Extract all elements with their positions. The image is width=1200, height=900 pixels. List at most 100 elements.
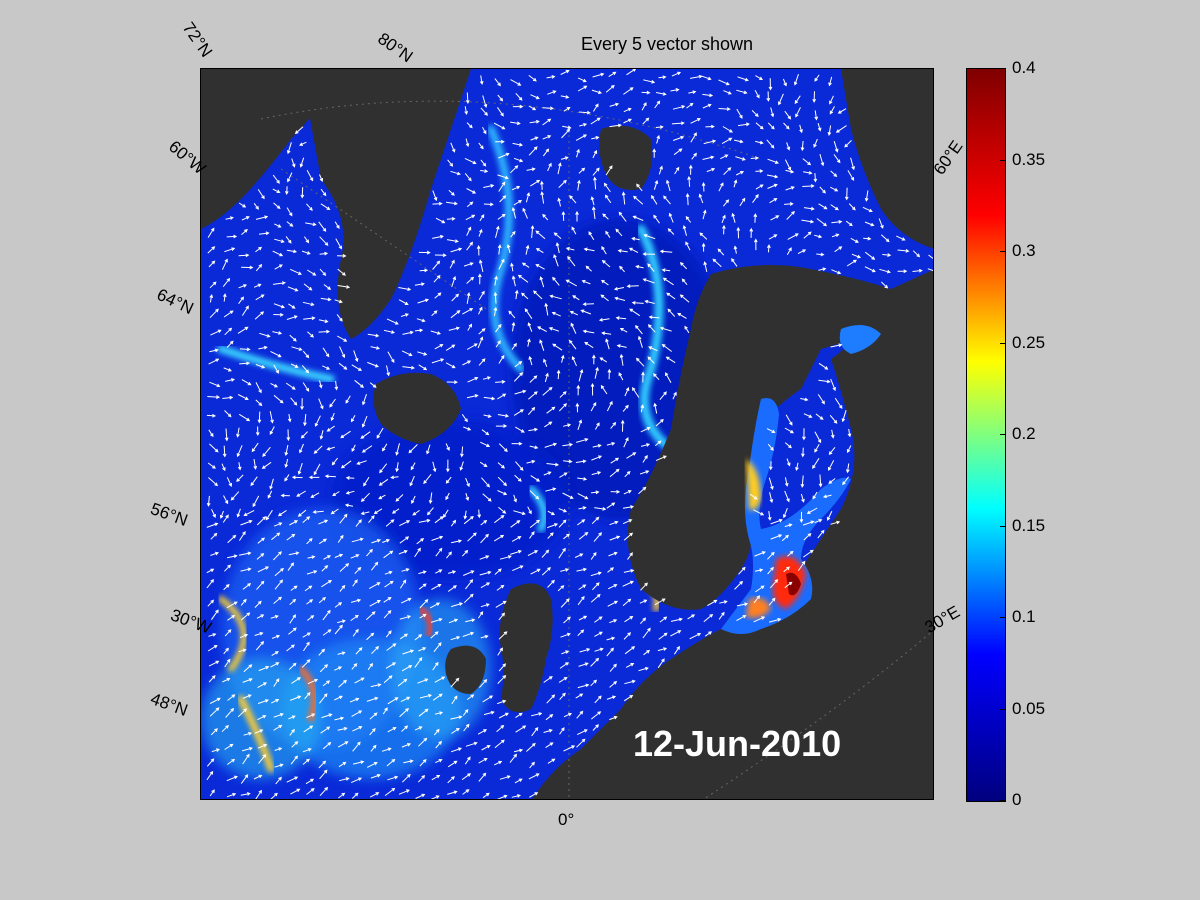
- velocity-arrow: [352, 760, 365, 765]
- colorbar-tick-mark: [1000, 525, 1006, 527]
- velocity-arrow: [339, 346, 346, 359]
- velocity-arrow: [527, 506, 532, 515]
- velocity-arrow: [575, 402, 580, 413]
- velocity-arrow: [238, 296, 245, 304]
- velocity-arrow: [543, 728, 553, 733]
- velocity-arrow: [306, 615, 315, 621]
- velocity-arrow: [770, 215, 780, 221]
- velocity-arrow: [209, 293, 214, 303]
- velocity-arrow: [514, 474, 522, 482]
- velocity-arrow: [497, 647, 503, 656]
- velocity-arrow: [535, 264, 545, 270]
- velocity-arrow: [255, 215, 269, 220]
- velocity-arrow: [679, 261, 688, 270]
- velocity-arrow: [912, 268, 923, 273]
- velocity-arrow: [269, 478, 274, 490]
- current-speed-map: [201, 69, 933, 799]
- velocity-arrow: [601, 259, 611, 268]
- velocity-arrow: [210, 609, 219, 620]
- velocity-arrow: [210, 532, 218, 540]
- velocity-arrow: [782, 78, 787, 87]
- velocity-arrow: [530, 712, 543, 717]
- velocity-arrow: [828, 478, 836, 484]
- map-panel[interactable]: 12-Jun-2010: [200, 68, 934, 800]
- velocity-arrow: [498, 258, 505, 270]
- velocity-arrow: [480, 169, 489, 173]
- velocity-arrow: [318, 221, 327, 232]
- velocity-arrow: [434, 292, 442, 299]
- velocity-arrow: [689, 633, 702, 640]
- velocity-arrow: [482, 376, 492, 380]
- velocity-arrow: [592, 72, 605, 78]
- velocity-arrow: [385, 662, 397, 669]
- velocity-arrow: [370, 744, 377, 752]
- velocity-arrow: [286, 142, 292, 155]
- velocity-arrow: [498, 631, 508, 640]
- velocity-arrow: [254, 729, 264, 734]
- velocity-arrow: [560, 354, 565, 363]
- velocity-arrow: [289, 598, 297, 605]
- velocity-arrow: [270, 382, 279, 388]
- velocity-arrow: [591, 455, 603, 461]
- velocity-arrow: [284, 186, 289, 195]
- velocity-arrow: [565, 279, 578, 287]
- velocity-arrow: [497, 674, 507, 684]
- velocity-arrow: [635, 357, 645, 367]
- velocity-arrow: [302, 748, 312, 753]
- velocity-arrow: [433, 728, 440, 736]
- velocity-arrow: [258, 754, 267, 764]
- velocity-arrow: [225, 378, 236, 382]
- velocity-arrow: [257, 715, 267, 721]
- velocity-arrow: [529, 792, 539, 798]
- velocity-arrow: [480, 603, 490, 608]
- velocity-arrow: [240, 774, 249, 784]
- velocity-arrow: [274, 747, 283, 751]
- velocity-arrow: [301, 250, 311, 255]
- velocity-arrow: [768, 78, 773, 91]
- velocity-arrow: [682, 224, 687, 236]
- velocity-arrow: [274, 223, 282, 228]
- velocity-arrow: [850, 157, 855, 171]
- velocity-arrow: [445, 492, 450, 501]
- velocity-arrow: [462, 789, 470, 795]
- velocity-arrow: [736, 108, 743, 119]
- velocity-arrow: [570, 322, 577, 334]
- velocity-arrow: [539, 339, 545, 351]
- velocity-arrow: [557, 197, 561, 207]
- velocity-arrow: [797, 560, 806, 571]
- velocity-arrow: [513, 748, 524, 753]
- velocity-arrow: [659, 391, 667, 401]
- velocity-arrow: [598, 318, 610, 322]
- velocity-arrow: [515, 426, 525, 433]
- velocity-arrow: [477, 509, 482, 519]
- velocity-arrow: [383, 610, 392, 619]
- velocity-arrow: [766, 139, 775, 149]
- velocity-arrow: [450, 636, 461, 641]
- velocity-arrow: [576, 710, 584, 719]
- velocity-arrow: [319, 251, 329, 256]
- velocity-arrow: [267, 490, 273, 499]
- velocity-arrow: [445, 476, 452, 484]
- velocity-arrow: [623, 118, 632, 124]
- colorbar-gradient: [967, 69, 1005, 801]
- velocity-arrow: [224, 247, 236, 253]
- velocity-arrow: [688, 90, 697, 94]
- velocity-arrow: [510, 165, 519, 174]
- velocity-arrow: [465, 477, 470, 488]
- velocity-arrow: [514, 389, 527, 395]
- velocity-arrow: [642, 454, 648, 463]
- velocity-arrow: [561, 128, 571, 139]
- velocity-arrow: [642, 117, 650, 125]
- velocity-arrow: [242, 694, 252, 699]
- velocity-arrow: [466, 226, 472, 236]
- velocity-arrow: [482, 792, 490, 799]
- velocity-arrow: [553, 232, 562, 239]
- velocity-arrow: [254, 600, 262, 608]
- velocity-arrow: [478, 772, 487, 782]
- velocity-arrow: [766, 91, 771, 102]
- velocity-arrow: [835, 125, 847, 133]
- velocity-arrow: [336, 253, 347, 258]
- velocity-arrow: [345, 476, 355, 480]
- velocity-arrow: [530, 136, 539, 141]
- velocity-arrow: [640, 582, 648, 591]
